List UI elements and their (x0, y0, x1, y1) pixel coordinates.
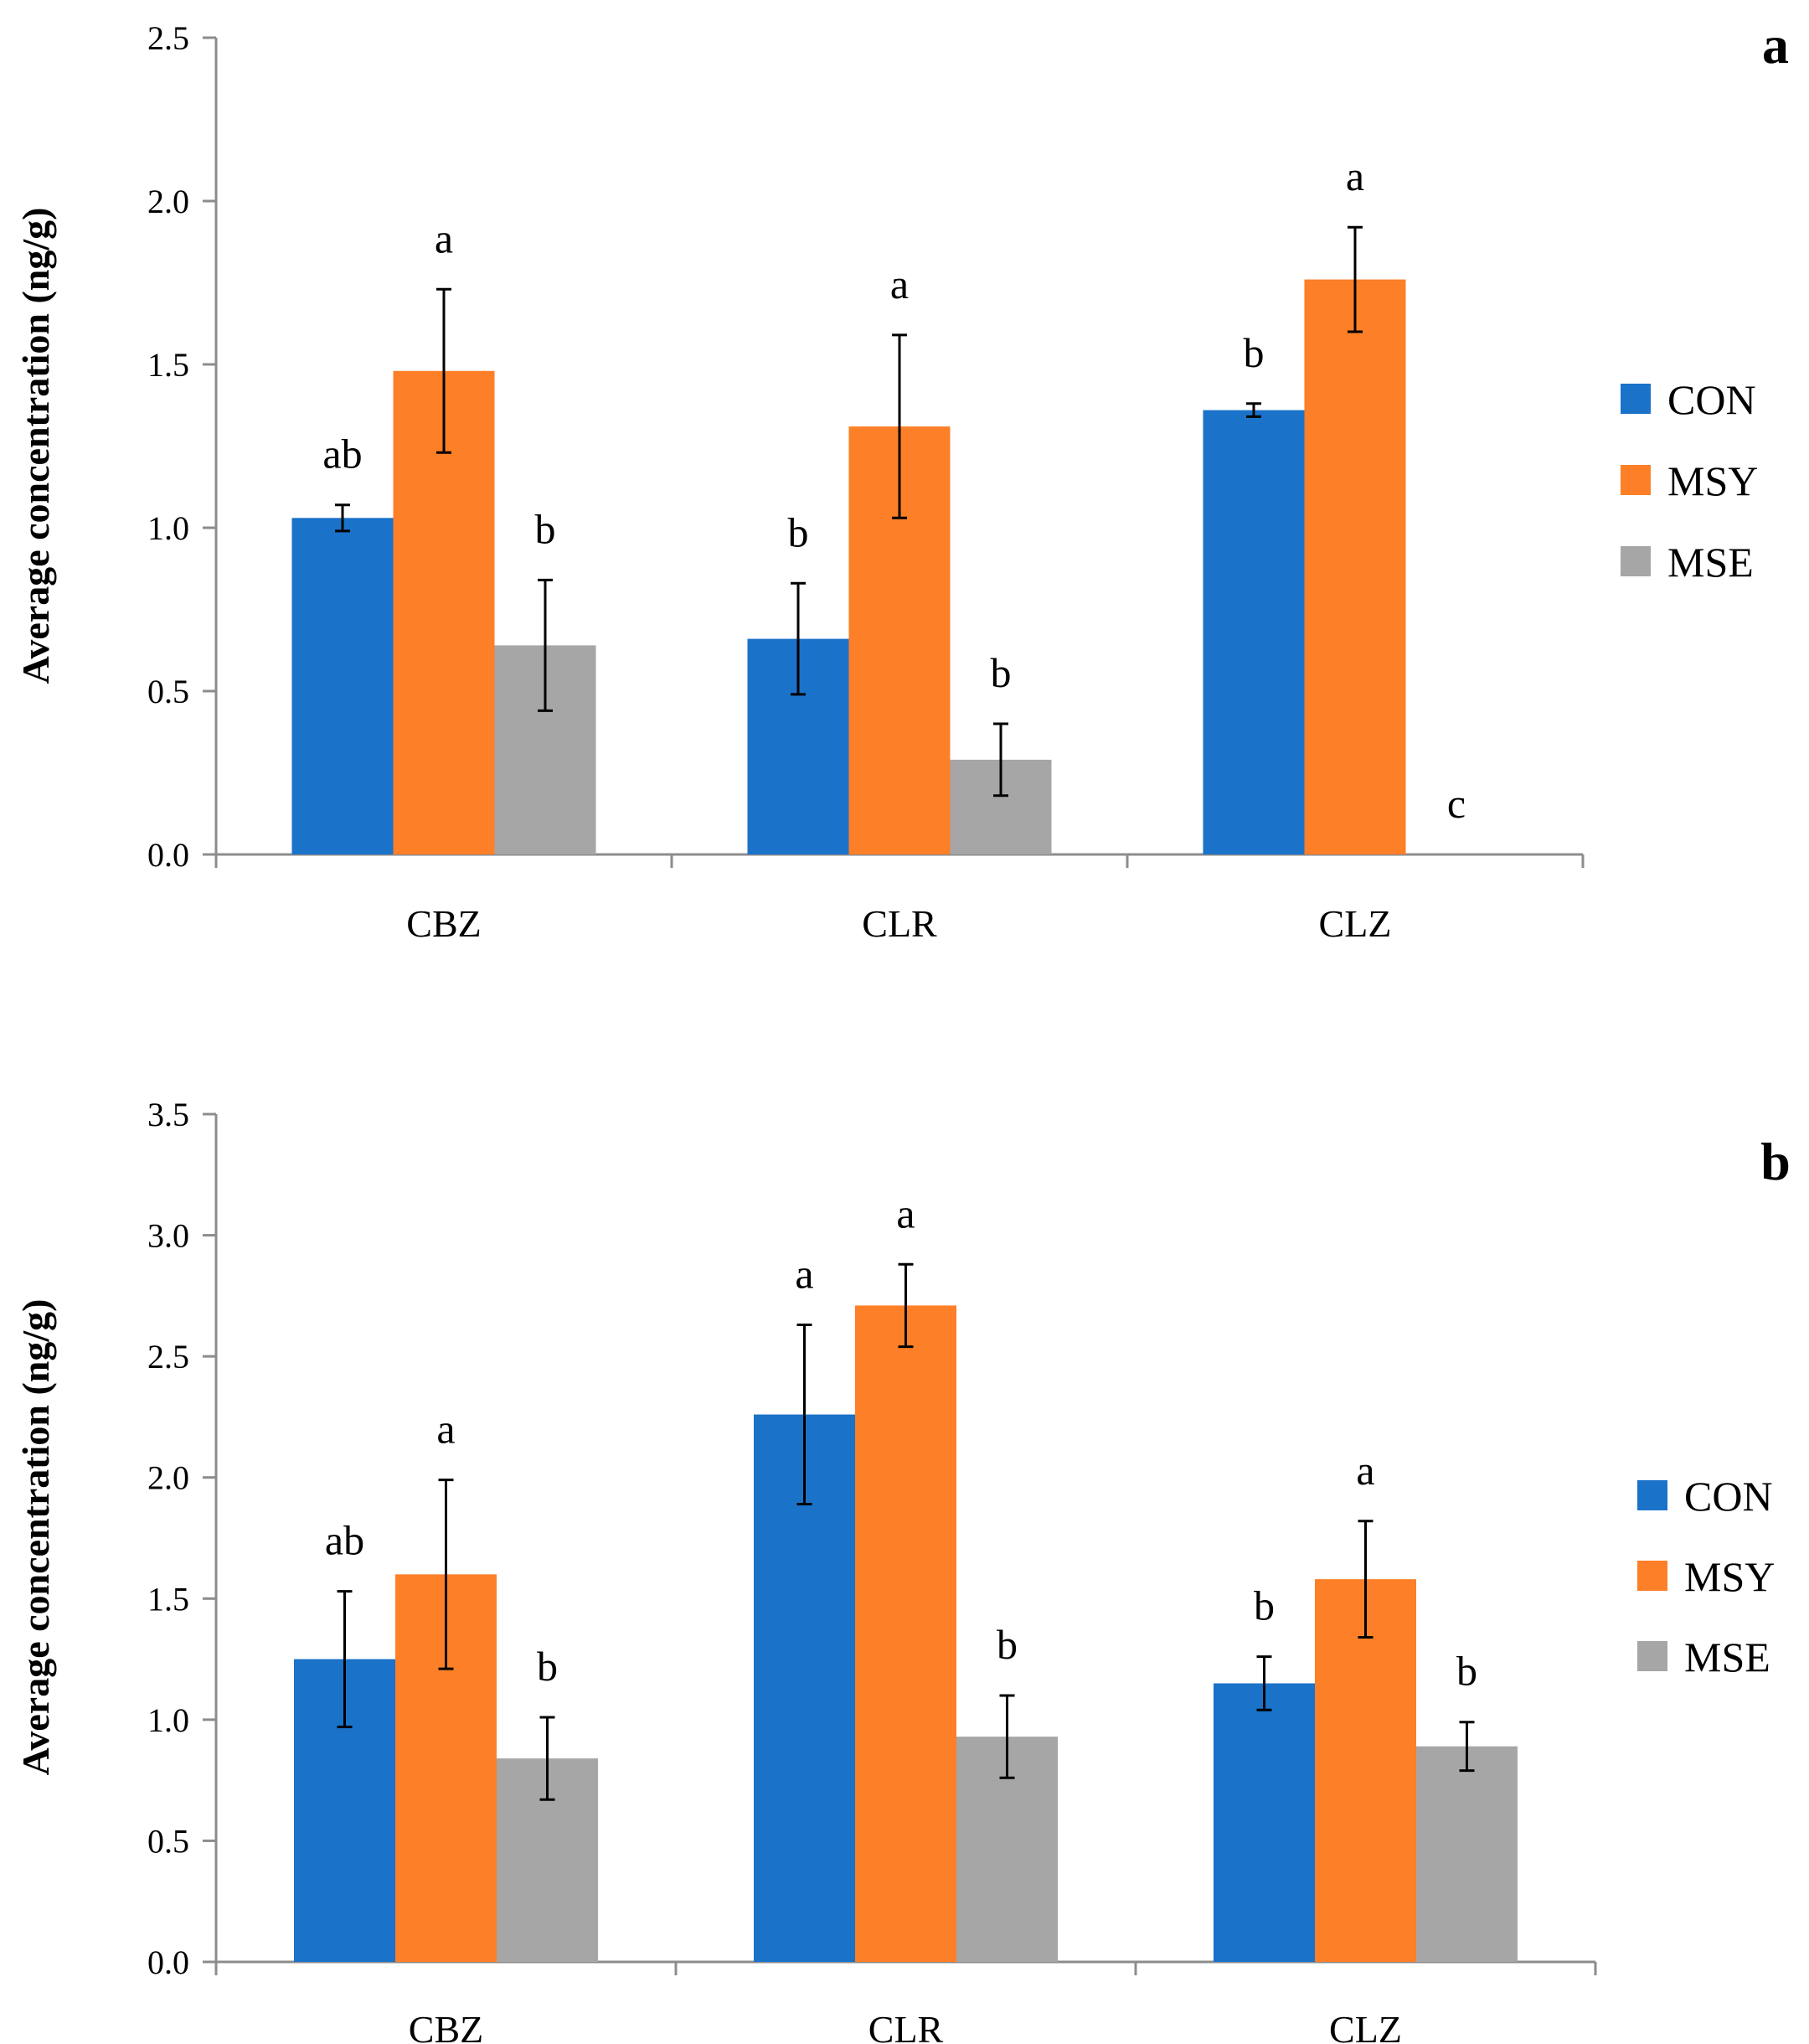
bar-con-clz (1214, 1683, 1315, 1962)
panel-label: a (1762, 15, 1789, 75)
legend-swatch-mse (1621, 546, 1651, 576)
legend-label: MSY (1684, 1553, 1775, 1600)
significance-label: b (991, 649, 1012, 696)
significance-label: b (997, 1621, 1018, 1668)
legend-swatch-msy (1637, 1561, 1667, 1591)
y-tick-label: 3.5 (147, 1096, 189, 1133)
significance-label: ab (325, 1517, 364, 1564)
significance-label: a (1356, 1447, 1374, 1494)
legend-label: CON (1667, 376, 1756, 423)
bar-mse-clz (1416, 1746, 1518, 1962)
significance-label: a (890, 261, 909, 307)
y-tick-label: 1.5 (147, 1580, 189, 1618)
y-tick-label: 3.0 (147, 1217, 189, 1255)
legend-swatch-con (1621, 384, 1651, 414)
significance-label: a (436, 1406, 455, 1453)
y-tick-label: 0.5 (147, 1822, 189, 1860)
bar-con-cbz (291, 518, 394, 854)
y-tick-label: 1.5 (147, 346, 189, 384)
legend-label: MSE (1684, 1634, 1770, 1680)
significance-label: b (537, 1643, 558, 1690)
significance-label: b (1456, 1648, 1477, 1695)
significance-label: a (435, 214, 453, 261)
significance-label: b (1244, 329, 1265, 376)
y-tick-label: 0.0 (147, 836, 189, 874)
x-category-label: CLZ (1329, 2008, 1402, 2044)
y-tick-label: 2.0 (147, 183, 189, 220)
y-tick-label: 2.5 (147, 19, 189, 57)
x-category-label: CBZ (409, 2008, 483, 2044)
y-tick-label: 0.0 (147, 1943, 189, 1981)
legend-swatch-con (1637, 1480, 1667, 1510)
bar-msy-clr (855, 1305, 956, 1962)
significance-label: a (896, 1190, 915, 1236)
y-tick-label: 1.0 (147, 509, 189, 547)
legend-swatch-msy (1621, 465, 1651, 495)
significance-label: b (788, 508, 809, 555)
x-category-label: CLR (868, 2008, 944, 2044)
y-tick-label: 1.0 (147, 1701, 189, 1739)
legend-label: CON (1684, 1473, 1773, 1520)
bar-con-clr (754, 1414, 855, 1962)
significance-label: b (535, 505, 556, 552)
legend-label: MSE (1667, 539, 1754, 586)
y-tick-label: 2.0 (147, 1459, 189, 1497)
bar-msy-clz (1315, 1579, 1416, 1962)
legend-label: MSY (1667, 457, 1758, 504)
y-axis-title: Average concentration (ng/g) (14, 1299, 57, 1776)
significance-label: ab (322, 431, 362, 477)
bar-con-clz (1203, 410, 1305, 855)
x-category-label: CBZ (406, 902, 481, 945)
significance-label: a (1346, 152, 1364, 199)
legend-swatch-mse (1637, 1641, 1667, 1671)
significance-label: b (1254, 1582, 1275, 1629)
x-category-label: CLR (862, 902, 937, 945)
bar-msy-clz (1304, 279, 1406, 855)
significance-label: c (1447, 780, 1466, 827)
panel-label: b (1760, 1132, 1791, 1191)
y-axis-title: Average concentration (ng/g) (14, 208, 57, 684)
y-tick-label: 0.5 (147, 673, 189, 710)
significance-label: a (795, 1251, 813, 1298)
y-tick-label: 2.5 (147, 1338, 189, 1376)
x-category-label: CLZ (1319, 902, 1392, 945)
